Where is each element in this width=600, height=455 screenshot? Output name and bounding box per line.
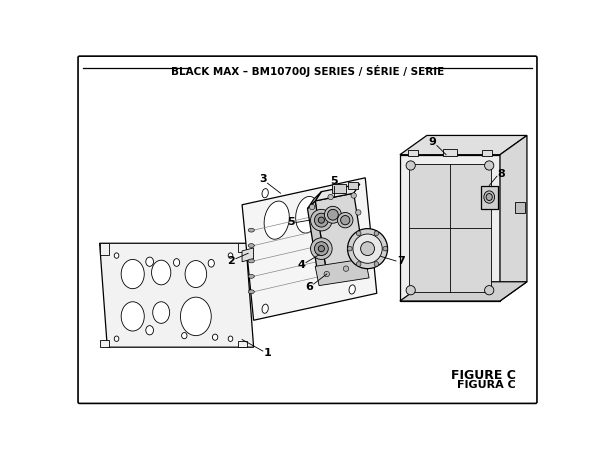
- Ellipse shape: [347, 228, 388, 268]
- Polygon shape: [238, 341, 247, 347]
- Ellipse shape: [356, 231, 361, 236]
- Ellipse shape: [324, 271, 329, 277]
- Polygon shape: [315, 184, 360, 201]
- Bar: [443, 148, 457, 156]
- Polygon shape: [400, 155, 500, 301]
- Ellipse shape: [296, 197, 319, 233]
- Ellipse shape: [311, 238, 332, 259]
- Ellipse shape: [361, 242, 374, 256]
- Ellipse shape: [343, 266, 349, 271]
- Ellipse shape: [185, 261, 206, 288]
- Ellipse shape: [374, 231, 379, 236]
- Ellipse shape: [121, 259, 144, 288]
- Bar: [481, 186, 497, 208]
- Ellipse shape: [146, 326, 154, 335]
- Ellipse shape: [114, 253, 119, 258]
- Ellipse shape: [356, 262, 361, 266]
- Ellipse shape: [349, 185, 355, 194]
- Text: 5: 5: [287, 217, 295, 228]
- Ellipse shape: [311, 209, 332, 231]
- Polygon shape: [308, 192, 322, 208]
- Ellipse shape: [328, 194, 333, 200]
- Text: 5: 5: [331, 176, 338, 186]
- Ellipse shape: [262, 189, 268, 198]
- Bar: [515, 202, 526, 213]
- Text: FIGURA C: FIGURA C: [457, 379, 515, 389]
- Ellipse shape: [325, 206, 341, 223]
- Ellipse shape: [228, 253, 233, 258]
- Ellipse shape: [383, 246, 388, 251]
- Ellipse shape: [318, 217, 325, 223]
- Ellipse shape: [212, 334, 218, 340]
- Bar: [347, 182, 358, 189]
- Ellipse shape: [314, 242, 328, 256]
- Ellipse shape: [114, 336, 119, 341]
- Ellipse shape: [406, 161, 415, 170]
- Ellipse shape: [248, 259, 254, 263]
- Bar: [332, 184, 346, 193]
- Ellipse shape: [248, 228, 254, 232]
- Ellipse shape: [349, 285, 355, 294]
- Ellipse shape: [121, 302, 144, 331]
- Polygon shape: [500, 136, 527, 301]
- Ellipse shape: [406, 286, 415, 295]
- Text: BLACK MAX – BM10700J SERIES / SÉRIE / SERIE: BLACK MAX – BM10700J SERIES / SÉRIE / SE…: [171, 66, 444, 77]
- Ellipse shape: [341, 216, 350, 225]
- Text: FIGURE C: FIGURE C: [451, 369, 515, 382]
- Ellipse shape: [182, 333, 187, 339]
- Ellipse shape: [248, 243, 254, 248]
- Ellipse shape: [146, 257, 154, 266]
- Ellipse shape: [153, 302, 170, 324]
- Polygon shape: [100, 243, 254, 347]
- Polygon shape: [242, 248, 254, 262]
- Ellipse shape: [486, 193, 493, 201]
- Polygon shape: [100, 339, 109, 347]
- Ellipse shape: [173, 258, 179, 266]
- Ellipse shape: [338, 212, 353, 228]
- Polygon shape: [400, 282, 527, 301]
- Text: 9: 9: [428, 137, 436, 147]
- Ellipse shape: [328, 209, 338, 220]
- Text: 7: 7: [397, 256, 404, 266]
- Text: 6: 6: [305, 282, 313, 292]
- Ellipse shape: [485, 286, 494, 295]
- Ellipse shape: [264, 201, 289, 239]
- Ellipse shape: [318, 246, 325, 252]
- Ellipse shape: [228, 336, 233, 341]
- Ellipse shape: [248, 274, 254, 278]
- Ellipse shape: [326, 192, 348, 225]
- Polygon shape: [242, 178, 377, 320]
- Polygon shape: [100, 243, 109, 255]
- Text: 3: 3: [260, 174, 268, 184]
- Polygon shape: [315, 193, 365, 274]
- Ellipse shape: [484, 191, 494, 203]
- Ellipse shape: [208, 259, 214, 267]
- Bar: [407, 150, 418, 156]
- Ellipse shape: [485, 161, 494, 170]
- Polygon shape: [315, 258, 369, 286]
- Ellipse shape: [374, 262, 379, 266]
- Ellipse shape: [314, 213, 328, 227]
- Ellipse shape: [181, 297, 211, 336]
- Bar: [482, 150, 492, 156]
- Ellipse shape: [152, 260, 171, 285]
- Polygon shape: [238, 243, 247, 253]
- Ellipse shape: [262, 304, 268, 313]
- Ellipse shape: [351, 193, 356, 198]
- Text: 4: 4: [298, 260, 305, 270]
- Ellipse shape: [353, 234, 382, 263]
- Text: 8: 8: [497, 169, 505, 179]
- Text: 1: 1: [263, 349, 271, 359]
- Ellipse shape: [310, 204, 315, 210]
- Ellipse shape: [347, 246, 352, 251]
- Ellipse shape: [248, 290, 254, 293]
- Polygon shape: [409, 164, 491, 292]
- Polygon shape: [308, 201, 327, 282]
- Polygon shape: [400, 136, 527, 155]
- Text: 2: 2: [227, 256, 235, 266]
- Ellipse shape: [356, 210, 361, 215]
